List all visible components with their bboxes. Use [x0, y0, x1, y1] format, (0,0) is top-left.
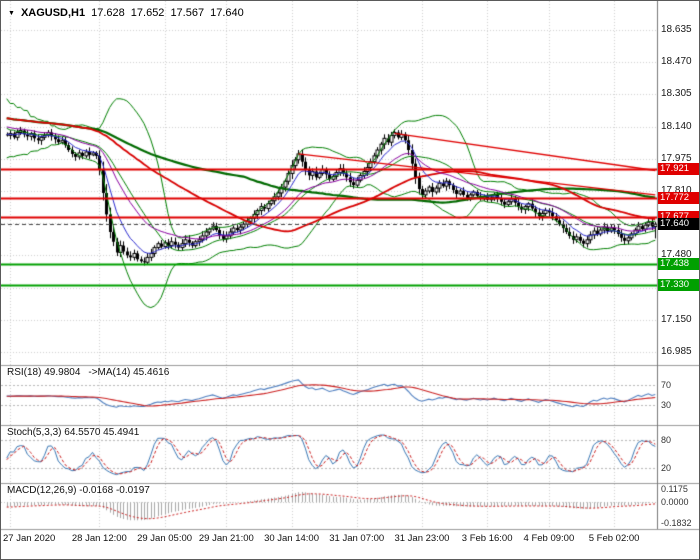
indicator-axis-label: 30 [661, 399, 672, 410]
price-axis-label: 18.140 [661, 120, 692, 132]
price-axis-label: 17.810 [661, 185, 692, 196]
time-axis-label: 28 Jan 12:00 [71, 533, 127, 544]
price-axis-label: 18.305 [661, 88, 692, 100]
level-price-label: 17.921 [658, 163, 699, 176]
price-axis-label: 17.480 [661, 249, 692, 261]
time-axis-label: 5 Feb 02:00 [588, 533, 640, 544]
price-axis-label: 17.150 [661, 313, 692, 325]
level-price-label: 17.438 [658, 257, 699, 270]
symbol-dropdown-icon[interactable]: ▼ [8, 10, 15, 17]
time-axis-label: 29 Jan 05:00 [137, 533, 193, 544]
level-price-label: 17.330 [658, 278, 699, 291]
indicator-axis-label: 80 [661, 435, 672, 446]
level-price-label: 17.772 [658, 192, 699, 205]
price-axis-label: 16.985 [661, 346, 692, 357]
indicator-axis-label: 20 [661, 462, 672, 473]
rsi-label: RSI(18) 49.9804 [7, 367, 81, 378]
ohlc-open: 17.628 [91, 7, 125, 19]
macd-pane-label: MACD(12,26,9) -0.0168 -0.0197 [7, 485, 150, 496]
time-axis[interactable]: 27 Jan 2020 28 Jan 12:00 29 Jan 05:00 29 Ja… [1, 529, 699, 559]
time-axis-label: 4 Feb 09:00 [523, 533, 575, 544]
rsi-pane-label: RSI(18) 49.9804 ->MA(14) 45.4616 [7, 367, 169, 378]
rsi-ma-label: ->MA(14) 45.4616 [88, 367, 170, 378]
ohlc-low: 17.567 [170, 7, 205, 19]
indicator-axis-label: 0.1175 [661, 484, 688, 494]
ohlc-high: 17.652 [130, 7, 165, 19]
time-axis-label: 29 Jan 21:00 [198, 533, 254, 544]
time-axis-label: 30 Jan 14:00 [264, 533, 319, 544]
price-axis-label: 17.975 [661, 152, 692, 164]
indicator-axis-label: 0.0000 [661, 497, 689, 508]
macd-label: MACD(12,26,9) -0.0168 -0.0197 [7, 485, 150, 496]
price-axis[interactable]: 18.635 18.470 18.305 18.140 17.975 17.810 17.6… [657, 1, 699, 559]
time-axis-label: 3 Feb 16:00 [461, 533, 513, 544]
price-axis-label: 18.635 [661, 24, 692, 35]
indicator-axis-label: 70 [661, 380, 672, 391]
stoch-label: Stoch(5,3,3) 64.5570 45.4941 [7, 427, 140, 438]
symbol-label: XAGUSD,H1 [20, 7, 86, 19]
chart-title: ▼ XAGUSD,H1 17.628 17.652 17.567 17.640 [8, 7, 244, 19]
price-axis-label: 18.470 [661, 56, 692, 68]
ohlc-close: 17.640 [210, 7, 244, 19]
current-price-label: 17.640 [658, 218, 699, 231]
time-axis-label: 31 Jan 07:00 [329, 533, 385, 544]
stoch-pane-label: Stoch(5,3,3) 64.5570 45.4941 [7, 427, 139, 438]
time-axis-label: 31 Jan 23:00 [394, 533, 450, 544]
time-axis-label: 27 Jan 2020 [3, 533, 56, 544]
indicator-axis-label: -0.1832 [661, 518, 692, 528]
